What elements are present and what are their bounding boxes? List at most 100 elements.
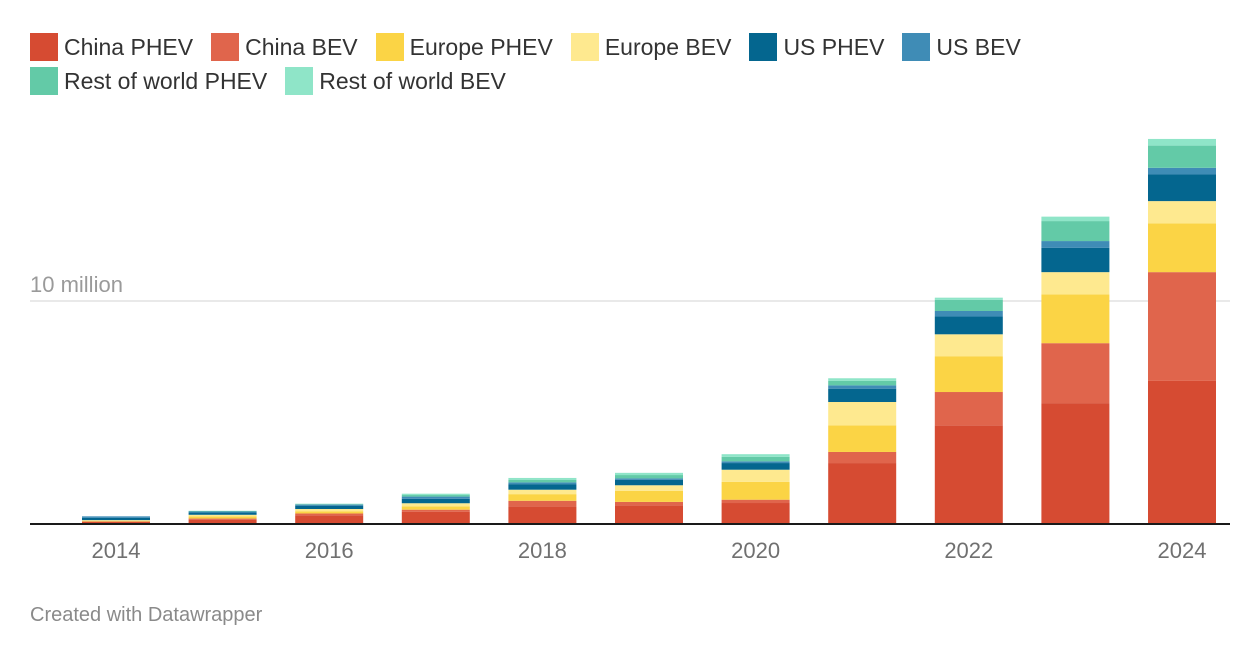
bar-segment — [615, 485, 683, 491]
x-tick-label: 2024 — [1158, 538, 1207, 563]
bar-segment — [508, 494, 577, 501]
bar-segment — [828, 378, 897, 381]
legend-label: China PHEV — [64, 34, 194, 60]
bar-segment — [828, 402, 897, 426]
bar-segment — [82, 520, 150, 521]
bar-segment — [615, 490, 683, 502]
bar-segment — [1041, 241, 1110, 248]
bar-segment — [615, 479, 683, 486]
bar-segment — [82, 521, 150, 523]
legend-label: US BEV — [936, 34, 1021, 60]
bar-segment — [721, 503, 790, 523]
bar-segment — [188, 516, 257, 519]
bar-segment — [188, 518, 257, 520]
bar-segment — [508, 506, 577, 523]
bar-segment — [401, 498, 470, 504]
bar-segment — [295, 505, 364, 510]
legend-item: Rest of world BEV — [285, 64, 506, 98]
bar-segment — [721, 456, 790, 462]
bar-segment — [1148, 223, 1216, 273]
bar-segment — [615, 478, 683, 480]
bar-segment — [934, 316, 1003, 335]
bar-segment — [828, 388, 897, 403]
legend-item: Europe BEV — [570, 30, 731, 64]
legend-swatch — [570, 33, 599, 61]
bar-segment — [934, 392, 1003, 426]
footer-credit: Created with Datawrapper — [30, 604, 263, 626]
legend-swatch — [902, 33, 931, 61]
bar-segment — [82, 517, 150, 521]
legend-swatch — [749, 33, 778, 61]
bar-segment — [1148, 174, 1216, 202]
legend-label: Europe PHEV — [409, 34, 553, 60]
bar-segment — [615, 501, 683, 506]
bar-segment — [1148, 138, 1216, 146]
bar-segment — [1041, 294, 1110, 344]
legend-item: Rest of world PHEV — [30, 64, 267, 98]
x-tick-label: 2020 — [731, 538, 780, 563]
bar-segment — [295, 513, 364, 516]
bar-segment — [615, 505, 683, 523]
legend-item: US PHEV — [749, 30, 884, 64]
bar-segment — [1148, 201, 1216, 224]
bar-segment — [1148, 380, 1216, 523]
bar-segment — [828, 463, 897, 523]
bar-segment — [508, 484, 577, 490]
bar-segment — [295, 504, 364, 506]
y-axis-label: 10 million — [30, 272, 123, 297]
bar-segment — [508, 479, 577, 483]
bar-segment — [934, 297, 1003, 300]
bar-segment — [401, 493, 470, 496]
legend-item: Europe PHEV — [375, 30, 553, 64]
bar-segment — [401, 503, 470, 507]
bar-segment — [82, 516, 150, 518]
legend-swatch — [30, 33, 58, 61]
legend-swatch — [375, 33, 404, 61]
bar-segment — [401, 511, 470, 523]
bar-segment — [721, 469, 790, 482]
legend: China PHEV China BEV Europe PHEV Europe BEV… — [30, 30, 1230, 98]
bar-segment — [1148, 167, 1216, 175]
x-tick-label: 2016 — [305, 538, 354, 563]
bar-segment — [828, 385, 897, 389]
bar-segment — [934, 356, 1003, 393]
bar-segment — [401, 495, 470, 497]
legend-label: Rest of world BEV — [319, 68, 506, 94]
bar-segment — [615, 475, 683, 479]
legend-item: China BEV — [211, 30, 358, 64]
legend-swatch — [30, 67, 58, 95]
bar-segment — [508, 477, 577, 480]
bar-segment — [401, 509, 470, 512]
legend-swatch — [285, 67, 314, 95]
x-tick-label: 2018 — [518, 538, 567, 563]
bar-segment — [188, 511, 257, 513]
bar-segment — [1041, 343, 1110, 404]
bar-segment — [721, 454, 790, 457]
bar-segment — [401, 506, 470, 510]
bar-segment — [934, 310, 1003, 317]
bar-segment — [1041, 247, 1110, 273]
legend-item: China PHEV — [30, 30, 193, 64]
bar-segment — [721, 463, 790, 470]
bar-segment — [828, 451, 897, 464]
x-tick-label: 2022 — [944, 538, 993, 563]
bar-segment — [721, 481, 790, 500]
bar-segment — [188, 519, 257, 523]
bar-segment — [721, 461, 790, 464]
bar-segment — [82, 520, 150, 522]
legend-swatch — [211, 33, 240, 61]
legend-label: China BEV — [245, 34, 358, 60]
bar-segment — [295, 511, 364, 514]
bar-segment — [1041, 221, 1110, 242]
bar-segment — [508, 500, 577, 507]
bar-segment — [615, 472, 683, 476]
bar-segment — [1148, 145, 1216, 168]
legend-label: US PHEV — [783, 34, 885, 60]
legend-item: US BEV — [902, 30, 1021, 64]
bar-segment — [1041, 403, 1110, 523]
bar-segment — [721, 499, 790, 504]
bar-segment — [1041, 272, 1110, 295]
bar-segment — [1041, 216, 1110, 222]
x-tick-label: 2014 — [92, 538, 141, 563]
bar-segment — [828, 380, 897, 386]
